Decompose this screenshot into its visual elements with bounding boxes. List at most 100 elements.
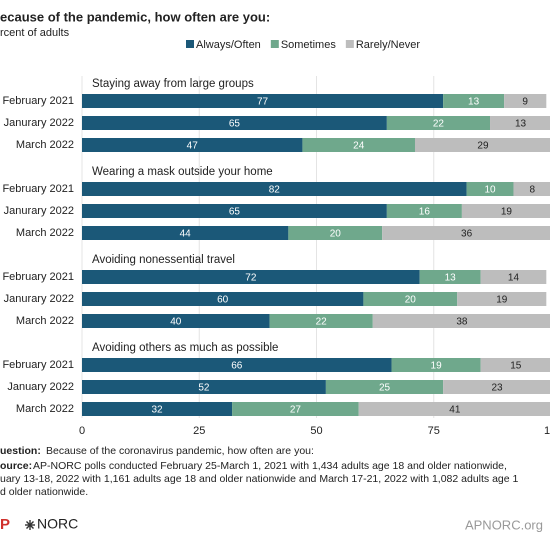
bar-segment <box>480 358 550 372</box>
x-tick-label: 25 <box>193 425 205 437</box>
value-label: 65 <box>229 119 241 130</box>
source-line: uary 13-18, 2022 with 1,161 adults age 1… <box>0 473 519 485</box>
value-label: 22 <box>433 119 445 130</box>
value-label: 47 <box>187 141 199 152</box>
value-label: 41 <box>449 405 461 416</box>
bar-segment <box>414 138 550 152</box>
value-label: 15 <box>510 361 522 372</box>
y-tick-label: March 2022 <box>16 139 74 151</box>
bar-segment <box>443 94 505 108</box>
value-label: 60 <box>217 295 229 306</box>
value-label: 82 <box>269 185 281 196</box>
bar-segment <box>504 94 547 108</box>
legend-swatch <box>186 40 194 48</box>
group-title: Avoiding nonessential travel <box>92 254 235 266</box>
group-title: Staying away from large groups <box>92 78 254 90</box>
value-label: 36 <box>461 229 473 240</box>
chart-subtitle: rcent of adults <box>0 27 70 39</box>
value-label: 8 <box>529 185 535 196</box>
bar-segment <box>372 314 550 328</box>
source-label: ource: <box>0 460 32 472</box>
value-label: 22 <box>316 317 328 328</box>
question-label: uestion: <box>0 445 41 457</box>
y-tick-label: February 2021 <box>2 183 74 195</box>
value-label: 9 <box>522 97 528 108</box>
x-tick-label: 0 <box>79 425 85 437</box>
value-label: 20 <box>330 229 342 240</box>
bar-segment <box>363 292 458 306</box>
value-label: 40 <box>170 317 182 328</box>
y-tick-label: Janurary 2022 <box>4 205 74 217</box>
bar-segment <box>82 94 444 108</box>
bar-segment <box>325 380 444 394</box>
y-tick-label: Janurary 2022 <box>4 293 74 305</box>
bar-segment <box>386 116 491 130</box>
value-label: 77 <box>257 97 269 108</box>
value-label: 27 <box>290 405 302 416</box>
bar-segment <box>288 226 383 240</box>
bar-segment <box>82 226 289 240</box>
value-label: 29 <box>477 141 489 152</box>
group-title: Avoiding others as much as possible <box>92 342 278 354</box>
bar-segment <box>82 116 387 130</box>
value-label: 13 <box>515 119 527 130</box>
legend-label: Always/Often <box>196 39 261 51</box>
bar-segment <box>490 116 550 130</box>
bar-segment <box>443 380 550 394</box>
bar-segment <box>358 402 550 416</box>
bar-segment <box>466 182 514 196</box>
value-label: 25 <box>379 383 391 394</box>
legend-swatch <box>270 40 279 48</box>
bar-segment <box>461 204 550 218</box>
value-label: 65 <box>229 207 241 218</box>
bar-segment <box>82 292 364 306</box>
x-tick-label: 1 <box>544 425 550 437</box>
value-label: 72 <box>245 273 257 284</box>
value-label: 44 <box>180 229 192 240</box>
x-tick-label: 75 <box>428 425 440 437</box>
value-label: 19 <box>431 361 443 372</box>
value-label: 20 <box>405 295 417 306</box>
value-label: 13 <box>445 273 457 284</box>
bar-segment <box>82 358 392 372</box>
value-label: 52 <box>198 383 210 394</box>
y-tick-label: February 2021 <box>2 271 74 283</box>
bar-segment <box>82 402 233 416</box>
norc-icon <box>25 520 35 530</box>
bar-segment <box>480 270 547 284</box>
brand-ap: P <box>0 516 10 533</box>
bar-segment <box>269 314 373 328</box>
value-label: 23 <box>492 383 504 394</box>
group-title: Wearing a mask outside your home <box>92 166 273 178</box>
y-tick-label: March 2022 <box>16 227 74 239</box>
value-label: 19 <box>496 295 508 306</box>
legend-label: Rarely/Never <box>356 39 421 51</box>
legend-swatch <box>345 40 354 48</box>
legend-label: Sometimes <box>281 39 337 51</box>
chart-title: ecause of the pandemic, how often are yo… <box>0 9 270 24</box>
value-label: 13 <box>468 97 480 108</box>
y-tick-label: March 2022 <box>16 403 74 415</box>
bar-segment <box>391 358 481 372</box>
value-label: 16 <box>419 207 431 218</box>
bar-segment <box>82 314 270 328</box>
value-label: 14 <box>508 273 520 284</box>
bar-segment <box>82 270 420 284</box>
bar-segment <box>232 402 359 416</box>
y-tick-label: January 2022 <box>7 381 74 393</box>
bar-segment <box>82 380 326 394</box>
brand-norc: NORC <box>37 516 78 532</box>
y-tick-label: February 2021 <box>2 359 74 371</box>
bar-segment <box>513 182 550 196</box>
bar-segment <box>386 204 462 218</box>
y-tick-label: Janurary 2022 <box>4 117 74 129</box>
value-label: 38 <box>456 317 468 328</box>
bar-segment <box>457 292 547 306</box>
bar-segment <box>419 270 481 284</box>
value-label: 24 <box>353 141 365 152</box>
x-tick-label: 50 <box>310 425 322 437</box>
value-label: 10 <box>484 185 496 196</box>
bar-segment <box>302 138 415 152</box>
y-tick-label: March 2022 <box>16 315 74 327</box>
